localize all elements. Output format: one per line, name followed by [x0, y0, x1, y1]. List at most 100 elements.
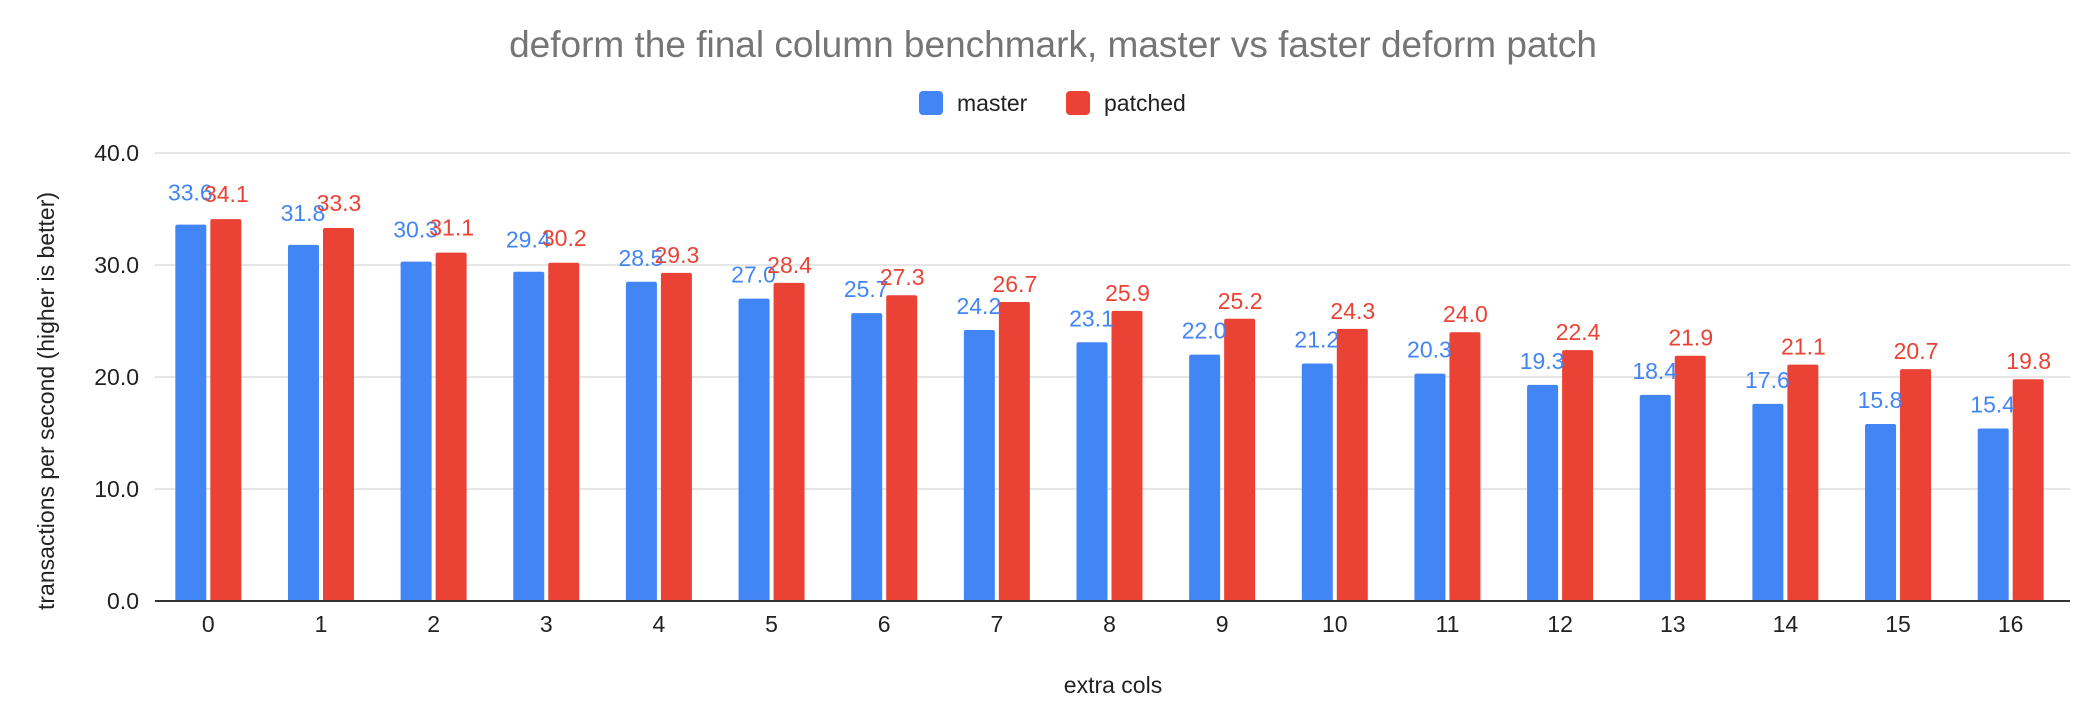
data-label-master-5: 27.0: [731, 262, 776, 288]
bar-master-15[interactable]: [1865, 424, 1897, 601]
bar-master-3[interactable]: [513, 271, 545, 601]
data-label-master-15: 15.8: [1858, 387, 1903, 413]
x-tick-label: 0: [202, 611, 215, 637]
bar-patched-1[interactable]: [322, 228, 354, 602]
data-label-patched-13: 21.9: [1668, 325, 1713, 351]
data-label-master-6: 25.7: [844, 276, 889, 302]
data-label-patched-15: 20.7: [1894, 338, 1939, 364]
bar-patched-4[interactable]: [660, 272, 692, 601]
data-label-patched-7: 26.7: [992, 271, 1037, 297]
data-label-master-10: 21.2: [1294, 327, 1339, 353]
data-label-patched-12: 22.4: [1556, 319, 1601, 345]
legend-swatch-patched[interactable]: [1066, 91, 1090, 115]
bar-patched-12[interactable]: [1562, 350, 1594, 601]
bars: [175, 219, 2044, 602]
x-tick-label: 3: [540, 611, 553, 637]
data-label-patched-2: 31.1: [429, 215, 474, 241]
data-label-patched-16: 19.8: [2006, 348, 2051, 374]
legend-label-patched[interactable]: patched: [1104, 90, 1186, 116]
y-axis-label: transactions per second (higher is bette…: [33, 192, 59, 610]
x-tick-label: 10: [1322, 611, 1348, 637]
x-tick-label: 9: [1216, 611, 1229, 637]
data-label-master-4: 28.5: [619, 245, 664, 271]
data-label-master-2: 30.3: [393, 217, 438, 243]
bar-master-2[interactable]: [400, 261, 432, 601]
y-axis-ticks: 0.0 10.0 20.0 30.0 40.0: [94, 140, 139, 614]
bar-master-12[interactable]: [1527, 384, 1559, 601]
data-label-master-1: 31.8: [281, 200, 326, 226]
bar-master-13[interactable]: [1639, 394, 1671, 601]
bar-patched-8[interactable]: [1111, 310, 1143, 601]
data-label-patched-9: 25.2: [1218, 288, 1263, 314]
bar-patched-3[interactable]: [548, 262, 580, 601]
bar-master-14[interactable]: [1752, 403, 1784, 601]
legend-label-master[interactable]: master: [957, 90, 1028, 116]
bar-patched-2[interactable]: [435, 252, 467, 601]
bar-master-7[interactable]: [963, 329, 995, 601]
bar-patched-14[interactable]: [1787, 364, 1819, 601]
y-tick-label: 10.0: [94, 476, 139, 502]
data-label-patched-1: 33.3: [317, 190, 362, 216]
bar-patched-13[interactable]: [1674, 355, 1706, 601]
bar-master-11[interactable]: [1414, 373, 1446, 601]
y-tick-label: 0.0: [107, 588, 139, 614]
bar-patched-6[interactable]: [886, 295, 918, 601]
data-label-master-13: 18.4: [1632, 358, 1677, 384]
x-tick-label: 7: [990, 611, 1003, 637]
data-label-patched-14: 21.1: [1781, 334, 1826, 360]
data-label-patched-0: 34.1: [204, 181, 249, 207]
y-tick-label: 30.0: [94, 252, 139, 278]
y-tick-label: 20.0: [94, 364, 139, 390]
legend: master patched: [919, 90, 1186, 116]
x-tick-label: 16: [1998, 611, 2024, 637]
x-tick-label: 6: [878, 611, 891, 637]
bar-master-0[interactable]: [175, 224, 207, 601]
data-label-master-3: 29.4: [506, 227, 551, 253]
data-label-master-11: 20.3: [1407, 337, 1452, 363]
x-tick-label: 14: [1773, 611, 1799, 637]
x-tick-label: 11: [1435, 611, 1459, 637]
bar-master-6[interactable]: [851, 313, 883, 601]
bar-master-4[interactable]: [625, 281, 657, 601]
x-tick-label: 2: [427, 611, 440, 637]
data-label-patched-11: 24.0: [1443, 301, 1488, 327]
data-label-patched-5: 28.4: [767, 252, 812, 278]
bar-master-1[interactable]: [287, 244, 319, 601]
bar-patched-16[interactable]: [2012, 379, 2044, 601]
legend-swatch-master[interactable]: [919, 91, 943, 115]
bar-patched-7[interactable]: [998, 301, 1030, 601]
bar-patched-11[interactable]: [1449, 332, 1481, 601]
bar-master-10[interactable]: [1301, 363, 1333, 601]
data-label-patched-8: 25.9: [1105, 280, 1150, 306]
bar-patched-0[interactable]: [210, 219, 242, 601]
data-label-master-9: 22.0: [1182, 318, 1227, 344]
data-label-master-12: 19.3: [1520, 348, 1565, 374]
data-label-patched-6: 27.3: [880, 264, 925, 290]
x-tick-label: 12: [1547, 611, 1573, 637]
x-axis-ticks: 0 1 2 3 4 5 6 7 8 9 10 11 12 13 14 15 16: [202, 611, 2024, 637]
bar-patched-5[interactable]: [773, 282, 805, 601]
bar-patched-9[interactable]: [1224, 318, 1256, 601]
data-label-master-7: 24.2: [956, 293, 1001, 319]
data-label-master-14: 17.6: [1745, 367, 1790, 393]
data-label-master-16: 15.4: [1970, 392, 2015, 418]
bar-patched-15[interactable]: [1900, 369, 1932, 601]
data-label-patched-3: 30.2: [542, 225, 587, 251]
data-label-master-0: 33.6: [168, 180, 213, 206]
x-tick-label: 15: [1885, 611, 1911, 637]
data-label-patched-10: 24.3: [1330, 298, 1375, 324]
bar-master-5[interactable]: [738, 298, 770, 601]
x-tick-label: 13: [1660, 611, 1686, 637]
x-axis-label: extra cols: [1064, 672, 1162, 698]
data-labels: 33.634.1 31.833.3 30.331.1 29.430.2 28.529.3…: [168, 180, 2051, 418]
chart-title: deform the final column benchmark, maste…: [509, 24, 1597, 65]
bar-patched-10[interactable]: [1336, 328, 1368, 601]
y-tick-label: 40.0: [94, 140, 139, 166]
bar-master-8[interactable]: [1076, 342, 1108, 601]
x-tick-label: 8: [1103, 611, 1116, 637]
data-label-patched-4: 29.3: [655, 242, 700, 268]
bar-master-9[interactable]: [1189, 354, 1221, 601]
bar-master-16[interactable]: [1977, 428, 2009, 601]
